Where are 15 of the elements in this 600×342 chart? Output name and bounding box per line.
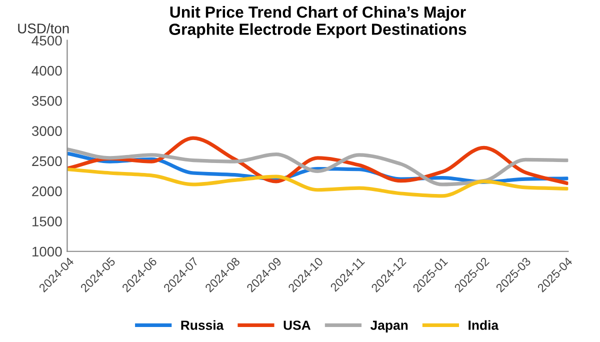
line-series [67,168,568,198]
chart-title: Unit Price Trend Chart of China’s Major Graphite Electrode Export Destinations [169,6,466,38]
y-tick-label: 4000 [32,66,62,76]
legend-label: Russia [181,320,224,330]
y-tick-label: 1000 [32,246,62,257]
y-tick-label: 4500 [32,36,62,46]
y-tick-label: 3500 [32,96,62,106]
y-tick-label: 2000 [32,186,62,196]
y-tick-label: 1500 [32,216,62,226]
y-axis-title: USD/ton [18,23,69,34]
y-tick-label: 3000 [32,126,62,136]
y-tick-label: 2500 [32,156,62,166]
legend-label: India [468,320,499,330]
legend-label: USA [284,320,311,330]
legend-label: Japan [370,320,408,333]
